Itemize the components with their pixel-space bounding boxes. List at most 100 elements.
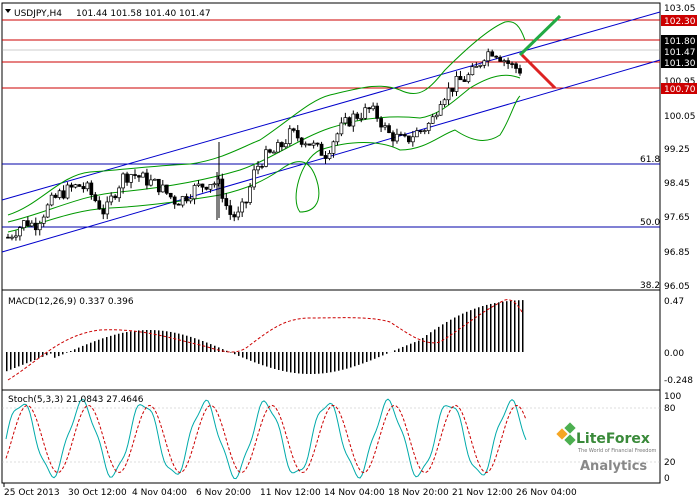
time-axis: 25 Oct 2013 30 Oct 12:00 4 Nov 04:00 6 N… [3,483,577,498]
candle-body [331,141,336,154]
candle-body [18,227,22,237]
macd-bar [318,352,320,374]
candle-body [141,172,145,178]
macd-bar [162,330,164,352]
macd-bar [86,344,88,352]
candle-body [22,220,26,229]
macd-bar [98,339,100,352]
price-tick: 97.65 [664,213,690,223]
macd-bar [270,352,272,368]
candle-body [149,179,153,186]
macd-bar [206,342,208,352]
macd-bar [122,332,124,352]
candle-body [426,122,431,131]
dropdown-icon[interactable] [5,9,11,13]
candle-body [33,222,38,231]
macd-bar [450,319,452,352]
macd-bar [442,324,444,352]
stoch-tick: 80 [664,404,676,414]
candle-body [73,184,78,188]
candle-body [375,105,379,119]
time-tick: 4 Nov 04:00 [132,488,187,498]
macd-bar [66,352,68,353]
candle-body [303,143,308,146]
price-axis: 103.05 100.95 100.05 99.25 98.45 97.65 9… [664,4,696,292]
fib-50-0-label: 50.0 [640,218,660,228]
boxed-label-current: 101.47 [664,48,696,58]
stoch-tick: 100 [664,392,681,402]
candle-body [395,133,399,142]
candle-body [65,184,70,199]
macd-bar [330,352,332,373]
macd-bar [414,342,416,352]
candle-body [53,194,58,198]
candle-body [220,178,225,199]
macd-bar [46,352,48,356]
macd-bar [38,352,40,359]
macd-bar [446,321,448,352]
macd-bar [266,352,268,367]
macd-panel[interactable] [1,289,661,391]
candle-body [287,128,292,144]
bollinger-lower [7,95,521,233]
candle-body [434,114,439,118]
candle-body [482,60,487,66]
candle-body [494,55,499,58]
macd-bar [494,303,496,352]
candle-body [6,236,10,239]
macd-bar [154,330,156,352]
channel-upper-line [1,11,661,201]
macd-bar [502,301,504,352]
macd-bar [394,350,396,352]
candle-body [470,66,475,76]
macd-bar [166,331,168,352]
candle-body [502,60,506,62]
stoch-tick: 20 [664,458,676,468]
candle-body [232,214,237,218]
macd-bar [186,335,188,352]
macd-bar [134,330,136,352]
macd-bar [106,337,108,352]
macd-bar [254,352,256,363]
stoch-panel[interactable] [1,389,661,484]
macd-bar [294,352,296,374]
macd-bar [94,341,96,352]
macd-bar [34,352,36,360]
candle-body [280,142,284,148]
price-candles[interactable] [6,48,522,241]
symbol-label: USDJPY,H4 [14,9,62,19]
candle-body [113,195,118,199]
candle-body [299,137,304,145]
macd-bar [398,348,400,352]
candle-body [474,66,479,68]
macd-bar [430,332,432,352]
macd-bar [518,300,520,352]
time-tick: 25 Oct 2013 [4,488,60,498]
candle-body [510,63,514,65]
candle-body [486,51,491,62]
macd-bar [350,352,352,368]
boxed-label-101-80: 101.80 [664,37,696,47]
candle-body [276,142,280,153]
ohlc-label: 101.44 101.58 101.40 101.47 [76,9,211,19]
candle-body [498,56,503,62]
candle-body [184,196,189,202]
candle-body [363,107,368,119]
candle-body [307,143,312,146]
candle-body [291,128,296,131]
time-tick: 11 Nov 12:00 [260,488,321,498]
macd-label: MACD(12,26,9) 0.337 0.396 [8,297,134,307]
candle-body [125,173,129,183]
macd-bar [82,345,84,352]
macd-bar [182,334,184,352]
macd-bar [142,330,144,352]
candle-body [212,183,217,186]
horizontal-levels[interactable] [2,19,660,228]
candle-body [414,130,419,138]
macd-bar [118,333,120,352]
time-tick: 6 Nov 20:00 [196,488,251,498]
macd-bar [482,306,484,352]
macd-bar [286,352,288,372]
macd-bar [14,352,16,368]
